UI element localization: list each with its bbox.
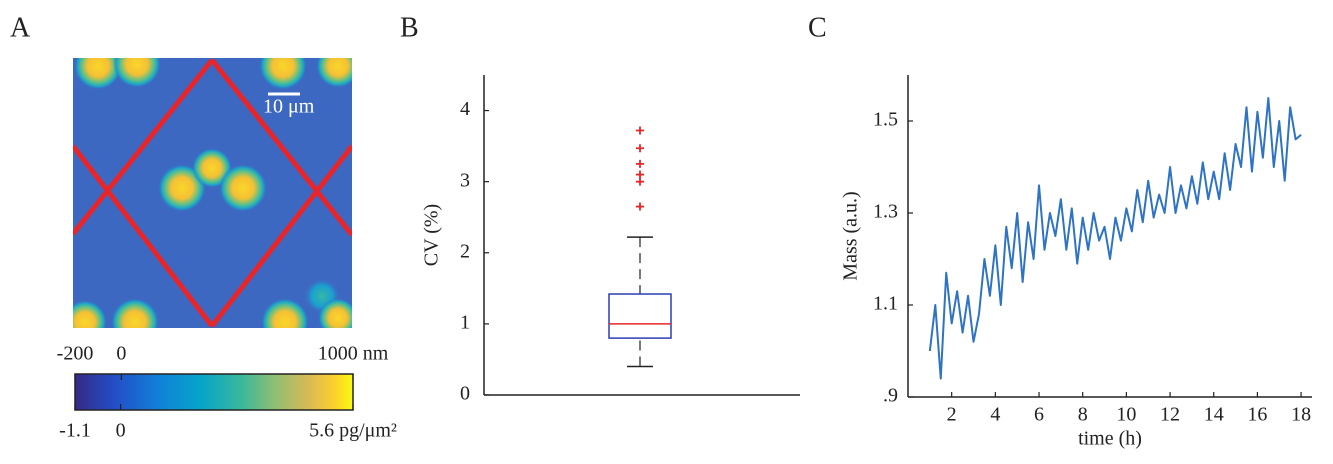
y-tick-label: 1 <box>460 311 470 333</box>
outlier <box>636 177 644 186</box>
y-tick-label: 0 <box>460 383 470 405</box>
outlier <box>636 126 644 135</box>
x-tick-label: 6 <box>1034 404 1044 426</box>
colorbar-tick-label: 1000 nm <box>318 343 389 365</box>
panel-label: A <box>10 12 31 43</box>
colorbar-tick-label: 5.6 pg/μm² <box>309 420 397 442</box>
y-tick-label: 1.3 <box>873 201 898 223</box>
y-tick-label: 1.5 <box>873 109 898 131</box>
colorbar-tick-label: -200 <box>57 343 94 365</box>
x-tick-label: 8 <box>1078 404 1088 426</box>
y-tick-label: 3 <box>460 169 470 191</box>
colorbar-tick-label: 0 <box>116 343 126 365</box>
colorbar <box>74 373 354 411</box>
heatmap-image <box>73 58 352 328</box>
scale-bar-label: 10 μm <box>263 96 315 118</box>
outlier <box>636 144 644 153</box>
x-tick-label: 10 <box>1116 404 1136 426</box>
x-tick-label: 2 <box>947 404 957 426</box>
y-axis-label: CV (%) <box>421 204 443 266</box>
x-axis-label: time (h) <box>1078 428 1142 450</box>
y-tick-label: 1.1 <box>873 293 898 315</box>
colorbar-tick-label: -1.1 <box>59 420 91 442</box>
x-tick-label: 4 <box>990 404 1000 426</box>
y-tick-label: 4 <box>460 98 470 120</box>
x-tick-label: 16 <box>1247 404 1267 426</box>
outlier <box>636 170 644 179</box>
y-axis-label: Mass (a.u.) <box>840 191 862 280</box>
x-tick-label: 18 <box>1291 404 1311 426</box>
data-line <box>928 97 1302 380</box>
x-tick-label: 14 <box>1204 404 1224 426</box>
panel-label: C <box>808 12 827 43</box>
x-tick-label: 12 <box>1160 404 1180 426</box>
box <box>608 293 672 339</box>
outlier <box>636 202 644 211</box>
colorbar-tick-label: 0 <box>116 420 126 442</box>
panel-label: B <box>400 12 419 43</box>
y-tick-label: .9 <box>883 385 898 407</box>
y-tick-label: 2 <box>460 240 470 262</box>
outlier <box>636 159 644 168</box>
